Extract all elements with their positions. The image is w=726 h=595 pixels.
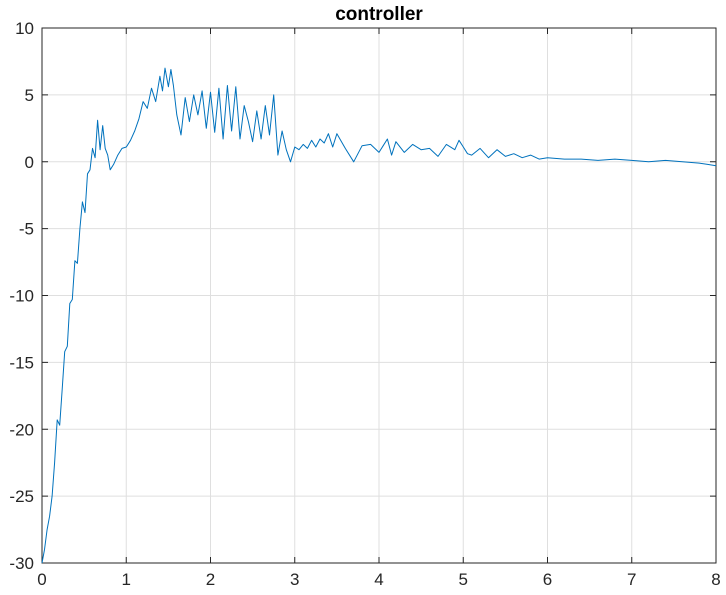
y-tick-label: -15 <box>9 353 34 372</box>
x-tick-label: 3 <box>290 570 299 589</box>
y-tick-label: -10 <box>9 287 34 306</box>
y-tick-label: 0 <box>25 153 34 172</box>
chart-title: controller <box>335 4 423 25</box>
series-line <box>41 67 717 564</box>
y-tick-label: -5 <box>19 220 34 239</box>
y-tick-label: 10 <box>15 19 34 38</box>
y-tick-label: -20 <box>9 420 34 439</box>
y-tick-label: -30 <box>9 554 34 573</box>
x-tick-label: 4 <box>374 570 383 589</box>
axis-ticks <box>41 27 717 564</box>
y-tick-label: 5 <box>25 86 34 105</box>
x-tick-label: 7 <box>627 570 636 589</box>
series-layer <box>41 67 717 564</box>
y-tick-label: -25 <box>9 487 34 506</box>
tick-labels: 0 1 2 3 4 5 6 7 8 10 5 0 -5 -10 -15 -20 -25 -30 <box>9 19 720 589</box>
x-tick-label: 8 <box>711 570 720 589</box>
x-tick-label: 5 <box>459 570 468 589</box>
x-tick-label: 2 <box>206 570 215 589</box>
x-tick-label: 1 <box>122 570 131 589</box>
x-tick-label: 6 <box>543 570 552 589</box>
x-tick-label: 0 <box>37 570 46 589</box>
